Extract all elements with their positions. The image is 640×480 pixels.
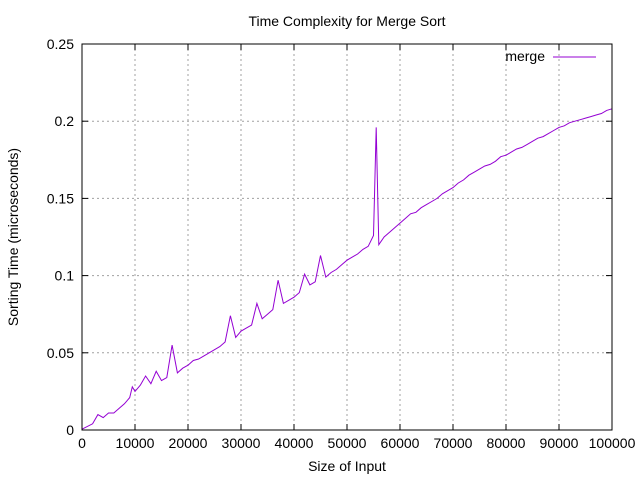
x-tick-label: 50000 (328, 435, 367, 451)
x-axis-ticks: 0 10000 20000 30000 40000 50000 60000 70000 8000… (78, 44, 635, 451)
y-axis-label: Sorting Time (microseconds) (5, 148, 21, 326)
y-axis-ticks: 0 0.05 0.1 0.15 0.2 0.25 (47, 36, 612, 438)
y-tick-label: 0.25 (47, 36, 74, 52)
x-tick-label: 20000 (169, 435, 208, 451)
x-tick-label: 40000 (275, 435, 314, 451)
y-tick-label: 0.1 (55, 268, 75, 284)
y-tick-label: 0 (66, 422, 74, 438)
x-tick-label: 80000 (487, 435, 526, 451)
x-tick-label: 10000 (116, 435, 155, 451)
chart-title: Time Complexity for Merge Sort (248, 13, 445, 29)
x-tick-label: 30000 (222, 435, 261, 451)
legend-label-merge: merge (505, 48, 545, 64)
plot-frame (82, 44, 612, 430)
y-tick-label: 0.2 (55, 113, 75, 129)
grid-lines (82, 44, 612, 430)
x-tick-label: 60000 (381, 435, 420, 451)
x-tick-label: 90000 (540, 435, 579, 451)
x-axis-label: Size of Input (308, 458, 386, 474)
y-tick-label: 0.15 (47, 190, 74, 206)
x-tick-label: 0 (78, 435, 86, 451)
x-tick-label: 100000 (589, 435, 636, 451)
x-tick-label: 70000 (434, 435, 473, 451)
legend: merge (505, 48, 596, 64)
y-tick-label: 0.05 (47, 345, 74, 361)
